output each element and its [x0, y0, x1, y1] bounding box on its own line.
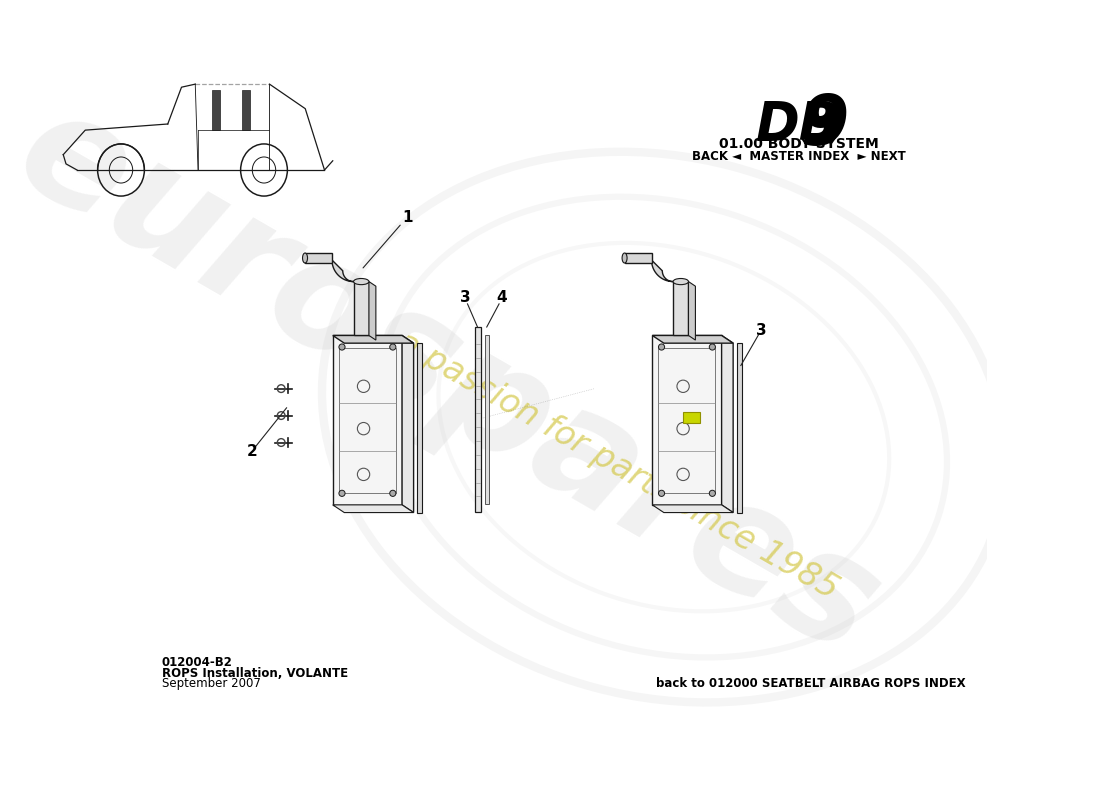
Ellipse shape: [302, 253, 308, 263]
Bar: [485, 334, 490, 504]
Bar: [683, 412, 700, 423]
Circle shape: [339, 344, 345, 350]
Bar: [211, 90, 220, 130]
Polygon shape: [652, 335, 722, 505]
Polygon shape: [737, 343, 741, 513]
Polygon shape: [332, 505, 414, 513]
Circle shape: [659, 344, 664, 350]
Ellipse shape: [623, 253, 627, 263]
Circle shape: [389, 344, 396, 350]
Text: 3: 3: [460, 290, 471, 306]
Ellipse shape: [673, 278, 689, 285]
Polygon shape: [689, 282, 695, 340]
Text: 2: 2: [246, 444, 257, 459]
Polygon shape: [403, 335, 414, 513]
Bar: [242, 90, 250, 130]
Polygon shape: [368, 282, 376, 340]
Polygon shape: [332, 335, 414, 343]
Polygon shape: [652, 505, 733, 513]
Text: eurospares: eurospares: [0, 75, 904, 687]
Polygon shape: [305, 253, 332, 263]
Circle shape: [710, 490, 715, 496]
Text: September 2007: September 2007: [162, 678, 261, 690]
Polygon shape: [625, 253, 651, 263]
Text: 01.00 BODY SYSTEM: 01.00 BODY SYSTEM: [718, 137, 879, 150]
Text: a passion for parts since 1985: a passion for parts since 1985: [392, 326, 844, 606]
Text: 1: 1: [403, 210, 412, 225]
Polygon shape: [353, 282, 369, 335]
Circle shape: [389, 490, 396, 496]
Text: 012004-B2: 012004-B2: [162, 656, 233, 669]
Polygon shape: [722, 335, 733, 513]
Polygon shape: [673, 282, 689, 335]
Ellipse shape: [353, 278, 369, 285]
Text: 9: 9: [800, 92, 848, 158]
Polygon shape: [651, 260, 673, 282]
Circle shape: [659, 490, 664, 496]
Text: 4: 4: [496, 290, 507, 306]
Text: 3: 3: [757, 322, 767, 338]
Circle shape: [339, 490, 345, 496]
Text: ROPS Installation, VOLANTE: ROPS Installation, VOLANTE: [162, 666, 348, 680]
Text: back to 012000 SEATBELT AIRBAG ROPS INDEX: back to 012000 SEATBELT AIRBAG ROPS INDE…: [656, 678, 966, 690]
Polygon shape: [332, 260, 353, 282]
Polygon shape: [652, 335, 733, 343]
Bar: [475, 327, 481, 512]
Polygon shape: [332, 335, 403, 505]
Polygon shape: [418, 343, 422, 513]
Circle shape: [710, 344, 715, 350]
Text: DB: DB: [757, 99, 840, 151]
Text: BACK ◄  MASTER INDEX  ► NEXT: BACK ◄ MASTER INDEX ► NEXT: [692, 150, 905, 162]
